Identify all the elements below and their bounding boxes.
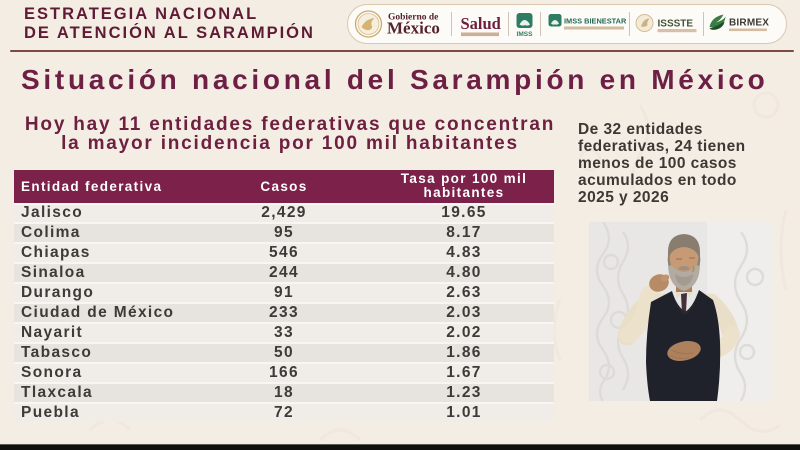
svg-text:ISSSTE: ISSSTE <box>658 19 694 30</box>
svg-text:Gobierno de: Gobierno de <box>388 13 438 23</box>
svg-text:Salud: Salud <box>461 14 501 33</box>
svg-text:México: México <box>387 19 440 38</box>
svg-text:BIRMEX: BIRMEX <box>729 18 769 29</box>
svg-text:IMSS: IMSS <box>517 31 534 38</box>
svg-text:IMSS BIENESTAR: IMSS BIENESTAR <box>564 17 627 26</box>
